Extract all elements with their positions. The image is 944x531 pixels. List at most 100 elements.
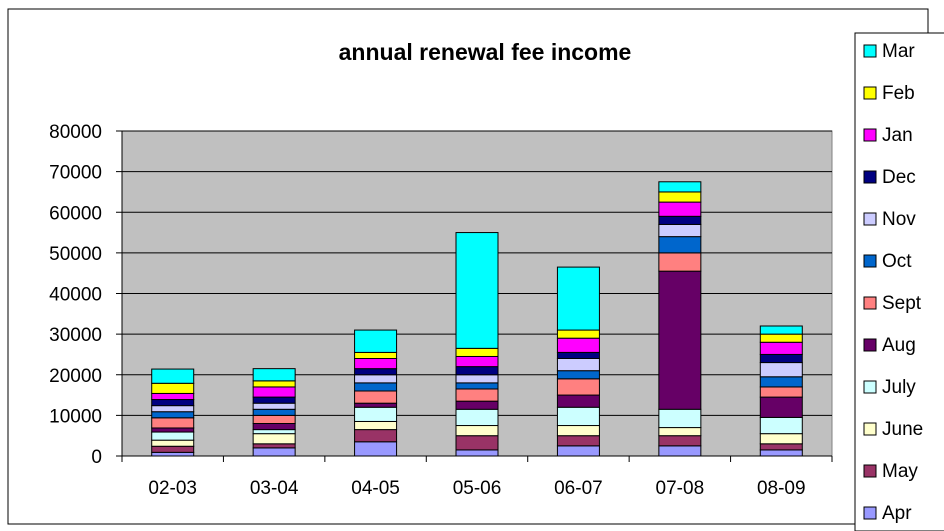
x-tick-label: 04-05 bbox=[351, 478, 400, 499]
y-tick-label: 50000 bbox=[49, 244, 102, 265]
x-tick-label: 06-07 bbox=[554, 478, 603, 499]
bar-segment-jan-07-08 bbox=[658, 201, 702, 217]
bar-segment-apr-04-05 bbox=[354, 441, 398, 457]
y-tick-label: 70000 bbox=[49, 163, 102, 184]
y-tick-label: 10000 bbox=[49, 406, 102, 427]
bar-segment-nov-05-06 bbox=[455, 374, 499, 384]
bar-segment-june-08-09 bbox=[759, 433, 803, 445]
bar-segment-nov-02-03 bbox=[151, 405, 195, 413]
legend-swatch-july bbox=[863, 380, 877, 394]
bar-segment-dec-03-04 bbox=[252, 396, 296, 404]
bar-segment-sept-03-04 bbox=[252, 414, 296, 424]
x-tick-label: 03-04 bbox=[250, 478, 299, 499]
bar-segment-dec-06-07 bbox=[556, 351, 600, 359]
legend-label-june: June bbox=[882, 419, 923, 440]
bar-segment-dec-04-05 bbox=[354, 368, 398, 376]
bar-segment-may-02-03 bbox=[151, 445, 195, 453]
bar-segment-june-06-07 bbox=[556, 425, 600, 437]
bar-segment-june-04-05 bbox=[354, 420, 398, 431]
legend-label-sept: Sept bbox=[882, 293, 922, 314]
bar-segment-sept-05-06 bbox=[455, 388, 499, 402]
bar-segment-may-04-05 bbox=[354, 429, 398, 443]
y-tick-label: 20000 bbox=[49, 366, 102, 387]
legend-label-apr: Apr bbox=[882, 503, 912, 524]
bar-segment-nov-03-04 bbox=[252, 402, 296, 410]
bar-segment-apr-02-03 bbox=[151, 451, 195, 457]
y-tick-label: 80000 bbox=[49, 122, 102, 143]
legend-swatch-mar bbox=[863, 44, 877, 58]
bar-segment-feb-03-04 bbox=[252, 380, 296, 388]
legend-swatch-oct bbox=[863, 254, 877, 268]
x-tick-label: 07-08 bbox=[656, 478, 705, 499]
bar-segment-july-03-04 bbox=[252, 429, 296, 435]
bar-segment-sept-02-03 bbox=[151, 417, 195, 429]
bar-segment-july-05-06 bbox=[455, 408, 499, 427]
legend-swatch-nov bbox=[863, 212, 877, 226]
legend-swatch-sept bbox=[863, 296, 877, 310]
bar-segment-nov-08-09 bbox=[759, 362, 803, 378]
bar-segment-aug-04-05 bbox=[354, 402, 398, 408]
bar-segment-june-05-06 bbox=[455, 425, 499, 437]
legend-label-july: July bbox=[882, 377, 916, 398]
legend-swatch-may bbox=[863, 464, 877, 478]
y-tick-label: 40000 bbox=[49, 285, 102, 306]
bar-segment-july-08-09 bbox=[759, 416, 803, 435]
y-tick-label: 60000 bbox=[49, 203, 102, 224]
bar-segment-july-06-07 bbox=[556, 406, 600, 427]
bar-segment-feb-04-05 bbox=[354, 351, 398, 359]
bar-segment-nov-06-07 bbox=[556, 358, 600, 372]
bar-segment-feb-02-03 bbox=[151, 382, 195, 394]
bar-segment-oct-04-05 bbox=[354, 382, 398, 392]
bar-segment-jan-02-03 bbox=[151, 392, 195, 401]
y-tick-label: 30000 bbox=[49, 325, 102, 346]
bar-segment-dec-05-06 bbox=[455, 366, 499, 376]
legend-swatch-jan bbox=[863, 128, 877, 142]
bar-segment-jan-04-05 bbox=[354, 358, 398, 370]
bar-segment-june-07-08 bbox=[658, 427, 702, 437]
bar-segment-dec-07-08 bbox=[658, 215, 702, 225]
x-tick-label: 02-03 bbox=[148, 478, 197, 499]
bar-segment-aug-08-09 bbox=[759, 396, 803, 418]
bar-segment-july-02-03 bbox=[151, 431, 195, 441]
legend-label-mar: Mar bbox=[882, 41, 915, 62]
bar-segment-feb-08-09 bbox=[759, 333, 803, 343]
bar-segment-oct-05-06 bbox=[455, 382, 499, 390]
bar-segment-mar-03-04 bbox=[252, 368, 296, 382]
bar-segment-mar-07-08 bbox=[658, 181, 702, 193]
bar-segment-apr-05-06 bbox=[455, 449, 499, 457]
bars bbox=[151, 181, 803, 457]
bar-segment-apr-03-04 bbox=[252, 447, 296, 457]
bar-segment-feb-07-08 bbox=[658, 191, 702, 203]
legend-border bbox=[854, 32, 944, 531]
bar-segment-aug-07-08 bbox=[658, 270, 702, 410]
bar-segment-feb-06-07 bbox=[556, 329, 600, 339]
bar-segment-may-08-09 bbox=[759, 443, 803, 451]
bar-segment-aug-03-04 bbox=[252, 423, 296, 431]
axes: 0 10000 20000 30000 40000 50000 60000 70000 8000… bbox=[49, 122, 833, 499]
bar-segment-mar-08-09 bbox=[759, 325, 803, 335]
bar-segment-feb-05-06 bbox=[455, 347, 499, 357]
bar-segment-sept-07-08 bbox=[658, 252, 702, 272]
bar-segment-mar-06-07 bbox=[556, 266, 600, 331]
bar-segment-aug-02-03 bbox=[151, 427, 195, 433]
legend: Mar Feb Jan Dec Nov Oct Sept Aug July June May Apr bbox=[854, 32, 944, 531]
bar-segment-july-07-08 bbox=[658, 408, 702, 429]
bar-segment-june-02-03 bbox=[151, 439, 195, 447]
bar-segment-aug-05-06 bbox=[455, 400, 499, 410]
bar-segment-oct-03-04 bbox=[252, 408, 296, 416]
legend-label-nov: Nov bbox=[882, 209, 916, 230]
legend-swatch-feb bbox=[863, 86, 877, 100]
bar-segment-oct-07-08 bbox=[658, 236, 702, 254]
bar-segment-mar-05-06 bbox=[455, 232, 499, 349]
x-tick-label: 08-09 bbox=[757, 478, 806, 499]
legend-label-jan: Jan bbox=[882, 125, 913, 146]
bar-segment-sept-08-09 bbox=[759, 386, 803, 398]
bar-segment-dec-02-03 bbox=[151, 399, 195, 407]
bar-segment-dec-08-09 bbox=[759, 353, 803, 364]
bar-segment-may-05-06 bbox=[455, 435, 499, 451]
bar-segment-mar-04-05 bbox=[354, 329, 398, 353]
legend-label-feb: Feb bbox=[882, 83, 915, 104]
bar-segment-oct-02-03 bbox=[151, 411, 195, 419]
bar-segment-june-03-04 bbox=[252, 433, 296, 445]
bar-segment-apr-07-08 bbox=[658, 445, 702, 457]
